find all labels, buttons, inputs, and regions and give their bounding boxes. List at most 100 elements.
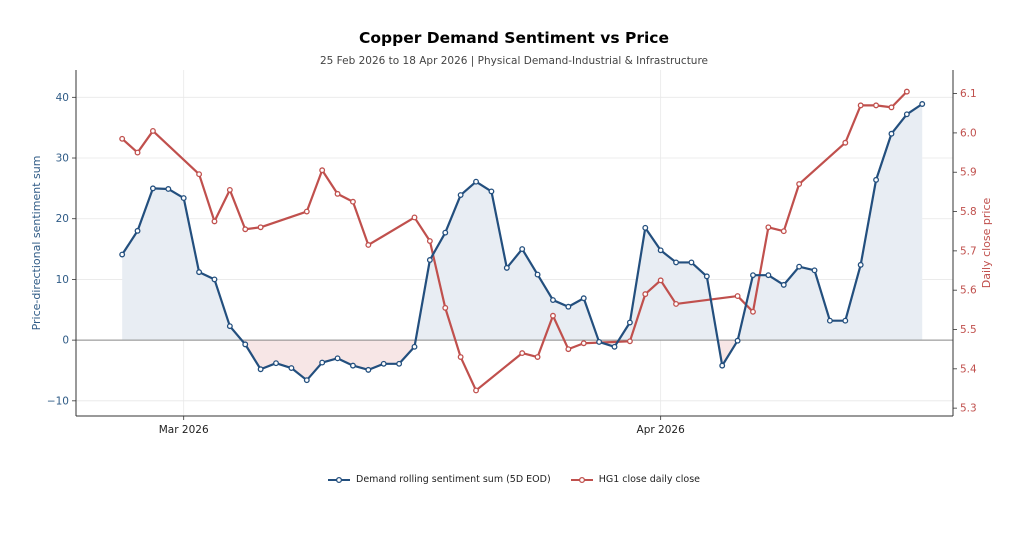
sentiment-series-point [811, 267, 818, 274]
price-series-point [226, 186, 233, 193]
sentiment-series-point [380, 360, 387, 367]
price-series-point [765, 224, 772, 231]
sentiment-series-point [319, 359, 326, 366]
legend-swatch-price [570, 476, 593, 483]
sentiment-series-point [534, 271, 541, 278]
sentiment-series-point [411, 343, 418, 350]
sentiment-series-point [211, 276, 218, 283]
price-series-point [673, 300, 680, 307]
sentiment-series-point [673, 259, 680, 266]
sentiment-series-point [626, 319, 633, 326]
sentiment-series-point [165, 186, 172, 192]
price-series-point [257, 224, 264, 231]
price-series-point [734, 293, 741, 300]
sentiment-series-point [719, 362, 726, 369]
price-series-point [534, 354, 541, 360]
sentiment-series-point [580, 295, 587, 302]
sentiment-series-point [426, 257, 433, 263]
price-series-point [411, 214, 418, 221]
sentiment-series-point [550, 297, 556, 304]
price-series-point [242, 226, 249, 233]
price-series-point [550, 312, 556, 319]
sentiment-series-point [842, 317, 849, 324]
sentiment-series-point [503, 264, 510, 271]
price-series-point [780, 228, 787, 235]
y-axis-right-label: Daily close price [980, 198, 993, 289]
price-series-point [303, 208, 310, 215]
sentiment-series-point [642, 224, 649, 231]
sentiment-series-point [149, 185, 156, 192]
price-series-point [642, 291, 649, 298]
sentiment-series-point [134, 227, 141, 234]
sentiment-series-point [734, 337, 741, 344]
price-series-point [196, 171, 203, 178]
sentiment-series-point [196, 269, 203, 276]
chart-subtitle: 25 Feb 2026 to 18 Apr 2026 | Physical De… [319, 55, 709, 67]
chart-title: Copper Demand Sentiment vs Price [359, 29, 669, 47]
grid-layer [76, 70, 953, 416]
sentiment-series-point [257, 366, 264, 373]
sentiment-series-point [119, 251, 126, 258]
price-series-point [842, 139, 849, 146]
sentiment-series-point [765, 272, 772, 279]
sentiment-series-point [796, 263, 803, 270]
price-series-point [119, 135, 126, 142]
y-right-tick-label: 5.6 [960, 285, 977, 297]
y-right-tick-label: 5.5 [960, 324, 977, 336]
price-series-point [580, 340, 587, 347]
sentiment-series-point [226, 323, 233, 330]
series-layer [119, 88, 926, 394]
price-series-point [149, 127, 156, 134]
x-axis-ticks: Mar 2026 Apr 2026 [159, 416, 685, 436]
sentiment-series-point [826, 317, 833, 324]
sentiment-series-point [903, 111, 910, 118]
price-series-point [565, 346, 572, 353]
axes-layer: −10 0 10 20 30 40 5.3 5.4 5.5 5.6 5.7 5.8 5.9 6.0 6.1… [30, 70, 993, 436]
positive-area-fill [737, 103, 923, 341]
y-left-tick-label: 0 [62, 335, 69, 347]
price-series-point [750, 308, 756, 315]
sentiment-series-point [273, 360, 279, 367]
legend-label-price: HG1 close daily close [598, 474, 700, 485]
sentiment-series-point [596, 338, 603, 345]
sentiment-series-point [611, 343, 618, 350]
legend-item-sentiment: Demand rolling sentiment sum (5D EOD) [328, 474, 551, 485]
price-series-point [457, 354, 464, 360]
price-series-point [626, 338, 633, 345]
price-series-point [903, 88, 910, 95]
sentiment-series-point [750, 272, 756, 279]
y-right-tick-label: 5.7 [960, 245, 977, 257]
y-left-tick-label: −10 [47, 395, 69, 407]
y-right-tick-label: 5.9 [960, 167, 977, 179]
y-right-tick-label: 6.0 [960, 127, 977, 139]
price-series-point [365, 242, 372, 248]
sentiment-series-point [457, 192, 464, 198]
sentiment-series-point [519, 246, 526, 253]
legend: Demand rolling sentiment sum (5D EOD) HG… [0, 474, 1024, 485]
sentiment-series-point [473, 178, 479, 185]
y-right-tick-label: 5.8 [960, 206, 977, 218]
sentiment-series-point [334, 355, 341, 362]
price-series-point [134, 149, 141, 156]
y-left-tick-label: 10 [56, 274, 69, 286]
price-series-point [319, 167, 326, 174]
price-series-point [426, 238, 433, 244]
sentiment-series-point [180, 195, 187, 202]
y-right-tick-label: 5.4 [960, 363, 977, 375]
legend-item-price: HG1 close daily close [570, 474, 700, 485]
sentiment-series-point [303, 377, 310, 384]
y-left-tick-label: 20 [56, 213, 69, 225]
y-left-tick-label: 40 [56, 92, 69, 104]
price-series-point [796, 181, 803, 187]
positive-area-fill [122, 188, 242, 341]
y-axis-left-label: Price-directional sentiment sum [30, 156, 43, 331]
sentiment-series-point [349, 362, 356, 369]
price-series-point [442, 304, 449, 311]
sentiment-series-point [857, 261, 864, 268]
y-right-tick-label: 6.1 [960, 88, 977, 100]
price-series-point [211, 218, 218, 225]
sentiment-series-point [442, 229, 449, 236]
sentiment-series-point [688, 259, 695, 266]
price-series-point [473, 387, 479, 394]
